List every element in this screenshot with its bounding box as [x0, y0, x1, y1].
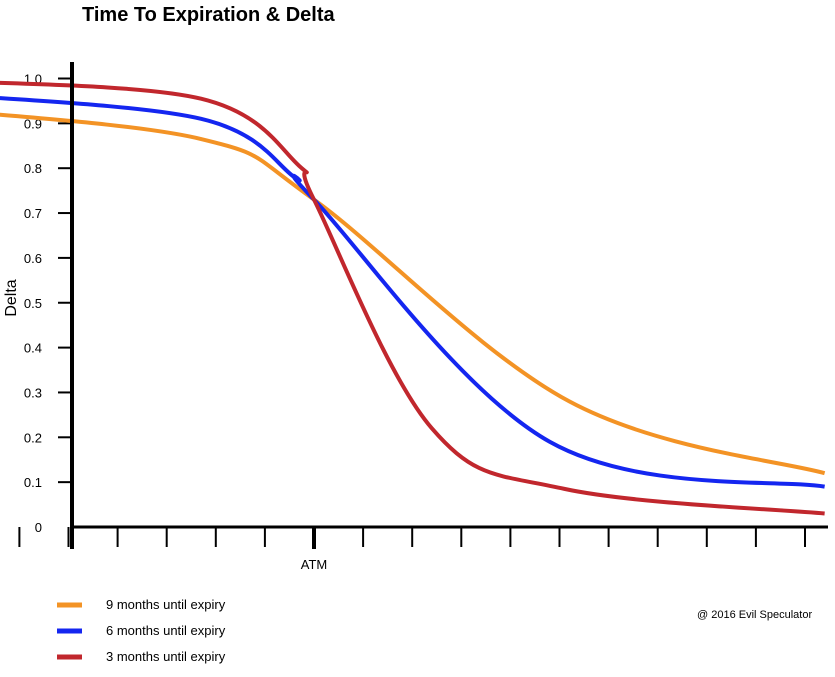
y-tick-label: 0.1 [24, 475, 42, 490]
y-tick-label: 0.9 [24, 116, 42, 131]
series-line-3-months [0, 80, 825, 516]
legend-item-3-months: 3 months until expiry [57, 649, 226, 664]
y-tick-label: 0.4 [24, 341, 42, 356]
credit-text: @ 2016 Evil Speculator [697, 609, 812, 621]
x-tick-label-atm: ATM [301, 557, 327, 572]
y-tick-label: 0.7 [24, 206, 42, 221]
y-tick-label: 0.6 [24, 251, 42, 266]
y-tick-label: 0.8 [24, 161, 42, 176]
y-tick-label: 0.3 [24, 385, 42, 400]
x-axis-ticks: ATM [18, 527, 806, 572]
legend-item-9-months: 9 months until expiry [57, 597, 226, 612]
series-line-9-months [0, 112, 826, 476]
legend-item-6-months: 6 months until expiry [57, 623, 226, 638]
legend-label: 6 months until expiry [106, 623, 226, 638]
y-tick-label: 0 [35, 520, 42, 535]
y-axis-label: Delta [3, 279, 20, 316]
series-lines [0, 80, 826, 516]
legend-label: 9 months until expiry [106, 597, 226, 612]
chart-title: Time To Expiration & Delta [82, 4, 336, 26]
legend: 9 months until expiry 6 months until expi… [57, 597, 226, 664]
legend-label: 3 months until expiry [106, 649, 226, 664]
series-line-6-months [0, 96, 825, 489]
y-tick-label: 0.5 [24, 296, 42, 311]
y-axis-ticks: 00.10.20.30.40.50.60.70.80.91.0 [24, 72, 72, 535]
y-tick-label: 0.2 [24, 430, 42, 445]
